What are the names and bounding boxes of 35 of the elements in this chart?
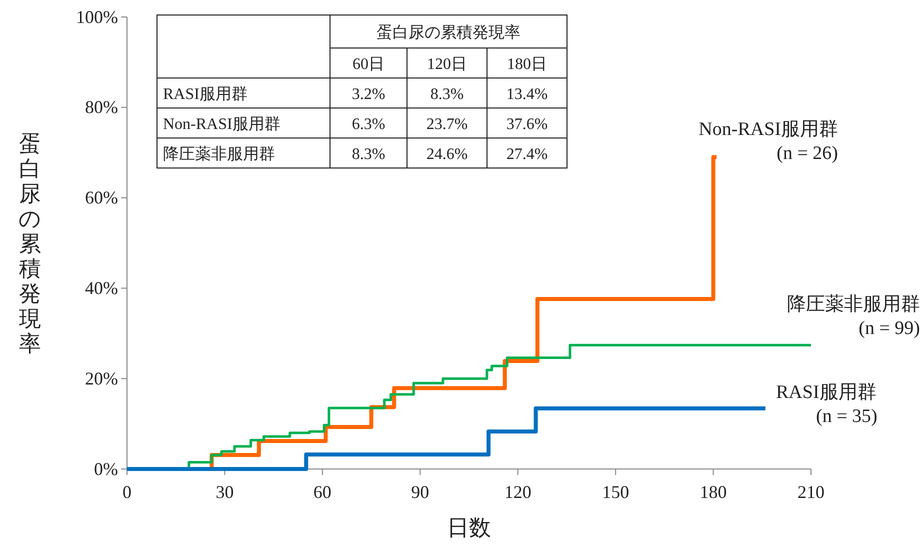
- annotation: 3.2%: [352, 86, 386, 103]
- annotation: 24.6%: [426, 146, 468, 163]
- x-tick-label: 120: [504, 482, 532, 502]
- y-tick-label: 60%: [85, 188, 118, 208]
- y-tick-label: 100%: [76, 6, 118, 27]
- annotation: 降圧薬非服用群: [163, 145, 275, 163]
- x-tick-label: 150: [602, 482, 630, 502]
- y-tick-label: 40%: [85, 278, 118, 298]
- x-tick-label: 180: [700, 482, 727, 502]
- annotation: RASI服用群: [163, 86, 248, 103]
- annotation: Non-RASI服用群: [163, 116, 280, 133]
- y-axis-title: 蛋白尿の累積発現率: [376, 24, 520, 42]
- x-tick-label: 30: [216, 482, 234, 502]
- annotation: 6.3%: [352, 116, 386, 133]
- series-label: 降圧薬非服用群 (n = 99): [787, 294, 920, 339]
- series-label: Non-RASI服用群 (n = 26): [698, 119, 838, 164]
- annotation: 8.3%: [352, 146, 386, 163]
- x-axis-title: 日数: [447, 515, 491, 540]
- annotation: 23.7%: [426, 116, 468, 133]
- annotation: 120日: [427, 56, 467, 73]
- y-tick-label: 80%: [85, 97, 118, 118]
- annotation: 60日: [352, 56, 384, 73]
- annotation: 8.3%: [430, 86, 464, 103]
- annotation: 37.6%: [506, 116, 548, 133]
- x-tick-label: 90: [411, 482, 430, 502]
- y-tick-label: 20%: [85, 368, 118, 388]
- y-tick-label: 0%: [94, 458, 118, 479]
- x-tick-label: 60: [313, 482, 332, 502]
- x-tick-label: 0: [122, 482, 132, 502]
- series-label: RASI服用群 (n = 35): [776, 382, 878, 427]
- text: 蛋白尿の累積発現率: [18, 131, 42, 356]
- x-tick-label: 210: [798, 482, 824, 502]
- annotation: 13.4%: [506, 86, 548, 103]
- annotation: 180日: [507, 56, 547, 73]
- annotation: 27.4%: [506, 146, 548, 163]
